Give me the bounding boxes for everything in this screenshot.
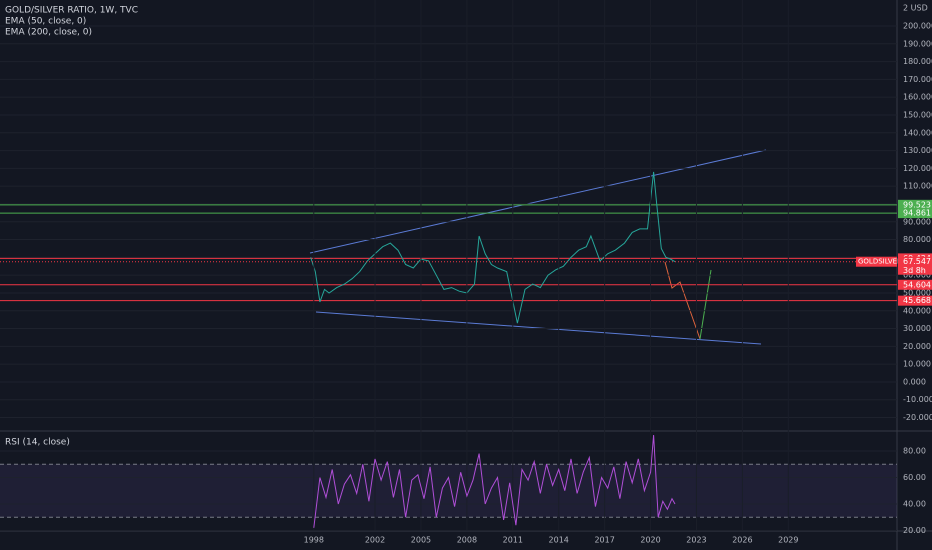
last-price-label: 67.547 [903, 257, 931, 266]
rsi-title: RSI (14, close) [5, 438, 70, 448]
y-tick-label: 120.000 [903, 164, 932, 173]
x-tick-label: 2005 [411, 536, 431, 545]
symbol-tag [856, 256, 897, 267]
y-tick-label: 170.000 [903, 75, 932, 84]
y-tick-label: 60.00 [903, 473, 926, 482]
y-tick-label: 200.000 [903, 21, 932, 30]
symbol-label: GOLDSILVER [858, 258, 902, 266]
lower-trendline [315, 311, 762, 345]
y-tick-label: 150.000 [903, 110, 932, 119]
last-price-tag [898, 256, 932, 275]
x-tick-label: 2023 [686, 536, 706, 545]
level-tag [898, 199, 932, 210]
y-tick-label: 140.000 [903, 128, 932, 137]
rsi-line [313, 434, 676, 528]
x-tick-label: 2029 [778, 536, 798, 545]
level-label: 45.668 [903, 296, 931, 305]
upper-trendline [309, 149, 767, 254]
level-label: 99.523 [903, 200, 931, 209]
level-tag [898, 208, 932, 219]
y-tick-label: 50.000 [903, 288, 931, 297]
level-tag [898, 279, 932, 290]
price-line [310, 171, 676, 324]
indicator-label: EMA (200, close, 0) [5, 28, 92, 38]
projection-up [699, 269, 712, 340]
y-tick-label: 180.000 [903, 57, 932, 66]
level-tag [898, 295, 932, 306]
x-tick-label: 2017 [594, 536, 614, 545]
x-tick-label: 1998 [304, 536, 324, 545]
y-tick-label: 60.000 [903, 271, 931, 280]
y-tick-label: -10.000 [903, 395, 932, 404]
y-tick-label: 90.000 [903, 217, 931, 226]
y-tick-label: 110.000 [903, 182, 932, 191]
y-tick-label: 40.000 [903, 306, 931, 315]
y-tick-label: 10.000 [903, 360, 931, 369]
countdown-label: 3d 8h [903, 266, 926, 275]
level-label: 54.604 [903, 280, 931, 289]
axis-unit: 2 USD [903, 4, 928, 13]
y-tick-label: 40.00 [903, 499, 926, 508]
x-tick-label: 2011 [503, 536, 523, 545]
x-tick-label: 2008 [457, 536, 477, 545]
y-tick-label: 190.000 [903, 39, 932, 48]
x-tick-label: 2026 [732, 536, 752, 545]
y-tick-label: 80.00 [903, 446, 926, 455]
indicator-label: EMA (50, close, 0) [5, 17, 86, 27]
y-tick-label: 30.000 [903, 324, 931, 333]
y-tick-label: 160.000 [903, 93, 932, 102]
y-tick-label: 20.000 [903, 342, 931, 351]
y-tick-label: 80.000 [903, 235, 931, 244]
y-tick-label: -20.000 [903, 413, 932, 422]
y-tick-label: 0.000 [903, 377, 926, 386]
level-label: 94.861 [903, 209, 931, 218]
x-tick-label: 2020 [640, 536, 660, 545]
rsi-band [0, 464, 897, 518]
x-tick-label: 2014 [549, 536, 569, 545]
x-tick-label: 2002 [365, 536, 385, 545]
y-tick-label: 130.000 [903, 146, 932, 155]
y-tick-label: 20.00 [903, 526, 926, 535]
symbol-title: GOLD/SILVER RATIO, 1W, TVC [5, 6, 138, 16]
